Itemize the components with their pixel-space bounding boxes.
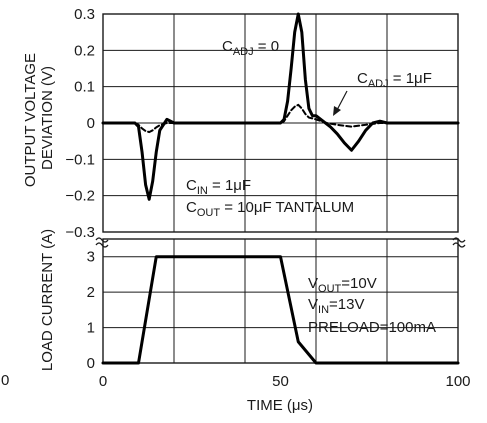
axis-break-left-lower (95, 242, 109, 248)
upper-y-tick-label: 0 (87, 115, 95, 132)
annotation-cadj-0: CADJ = 0 (222, 38, 279, 58)
x-tick-label: 0 (99, 373, 107, 390)
lower-series (101, 255, 460, 365)
annotation-vin: VIN=13V (308, 296, 364, 316)
upper-y-tick-label: −0.2 (65, 188, 95, 205)
lower-y-tick-label: 0 (87, 355, 95, 372)
series-cadj-0 (101, 12, 460, 201)
upper-y-tick-label: 0.3 (74, 6, 95, 23)
upper-y-axis-title: OUTPUT VOLTAGE DEVIATION (V) (22, 49, 56, 187)
stray-zero-label: 0 (1, 372, 9, 389)
lower-plot-frame (102, 238, 459, 364)
annotation-preload: PRELOAD=100mA (308, 319, 436, 336)
annotation-arrow-head (333, 106, 341, 116)
lower-annotations: VOUT=10V VIN=13V PRELOAD=100mA (308, 275, 436, 336)
lower-y-tick-label: 1 (87, 320, 95, 337)
x-axis-title: TIME (μs) (247, 397, 313, 414)
upper-series (101, 12, 460, 201)
lower-y-axis-title: LOAD CURRENT (A) (39, 229, 56, 371)
lower-y-tick-label: 3 (87, 249, 95, 266)
upper-y-tick-label: −0.3 (65, 224, 95, 241)
annotation-cout: COUT = 10μF TANTALUM (186, 199, 354, 219)
annotation-arrow-line (336, 90, 348, 111)
lower-grid (103, 239, 458, 363)
lower-y-tick-labels: 3 2 1 0 (87, 249, 95, 372)
annotation-cin: CIN = 1μF (186, 177, 251, 197)
upper-y-tick-labels: 0.3 0.2 0.1 0 −0.1 −0.2 −0.3 (65, 6, 95, 241)
upper-grid (103, 14, 458, 232)
x-tick-label: 100 (445, 373, 470, 390)
upper-panel: 0.3 0.2 0.1 0 −0.1 −0.2 −0.3 CADJ = 0 CADJ = 1… (22, 6, 460, 241)
upper-y-tick-label: 0.2 (74, 42, 95, 59)
lower-y-tick-label: 2 (87, 284, 95, 301)
series-cadj-1uf (102, 103, 459, 134)
upper-annotations: CADJ = 0 CADJ = 1μF CIN = 1μF COUT = 10μ… (186, 38, 432, 219)
upper-y-tick-label: −0.1 (65, 151, 95, 168)
lower-panel: 3 2 1 0 0 50 100 VOUT=10V VIN=13V PRELOAD=100… (39, 229, 471, 414)
axis-break-left-upper (95, 237, 109, 243)
series-load-current (101, 255, 460, 365)
x-tick-labels: 0 50 100 (99, 373, 471, 390)
annotation-cadj-1uf: CADJ = 1μF (357, 70, 432, 90)
axis-break-right-lower (452, 242, 466, 248)
upper-y-tick-label: 0.1 (74, 79, 95, 96)
annotation-vout: VOUT=10V (308, 275, 377, 295)
x-tick-label: 50 (272, 373, 289, 390)
